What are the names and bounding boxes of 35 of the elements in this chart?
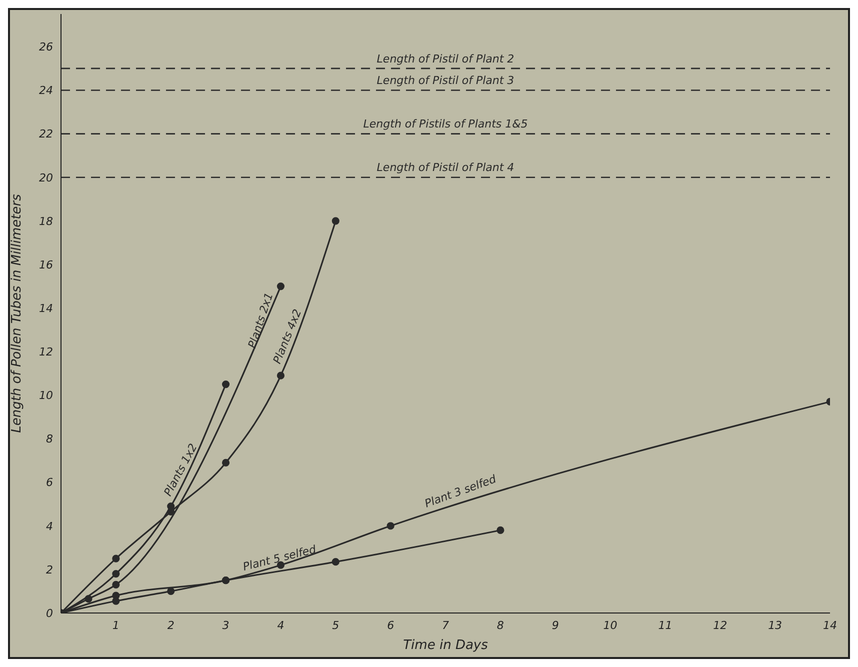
x-tick-label: 8 (496, 618, 504, 632)
y-tick-label: 6 (46, 476, 53, 490)
ref-line-label: Length of Pistil of Plant 4 (376, 161, 514, 174)
x-tick-label: 14 (823, 618, 837, 632)
y-tick-label: 12 (39, 346, 53, 359)
x-tick-label: 12 (713, 618, 728, 632)
x-axis-title: Time in Days (403, 638, 488, 653)
y-tick-label: 22 (39, 128, 53, 141)
y-tick-label: 20 (39, 171, 53, 184)
y-tick-label: 26 (39, 40, 53, 54)
x-tick-label: 9 (552, 618, 559, 632)
y-tick-label: 8 (46, 432, 53, 446)
x-tick-label: 4 (277, 618, 284, 632)
y-tick-label: 0 (46, 606, 53, 620)
y-tick-label: 18 (39, 214, 53, 228)
x-tick-label: 11 (658, 618, 672, 632)
y-tick-label: 2 (46, 563, 53, 576)
x-tick-label: 3 (222, 618, 230, 632)
text: Plant 5 selfed (242, 542, 318, 574)
x-tick-label: 2 (167, 618, 174, 632)
y-tick-label: 14 (39, 302, 53, 315)
y-tick-label: 16 (39, 258, 53, 272)
x-tick-label: 10 (603, 618, 618, 632)
ref-line-label: Length of Pistils of Plants 1&5 (363, 118, 528, 131)
x-tick-label: 6 (387, 618, 394, 632)
x-tick-label: 5 (332, 618, 340, 632)
x-tick-label: 13 (768, 618, 782, 632)
y-axis-title: Length of Pollen Tubes in Millimeters (10, 194, 25, 433)
ref-line-label: Length of Pistil of Plant 3 (376, 74, 514, 88)
ref-line-label: Length of Pistil of Plant 2 (376, 52, 514, 66)
y-tick-label: 24 (39, 84, 53, 98)
y-tick-label: 4 (46, 520, 53, 533)
x-tick-label: 1 (112, 618, 120, 632)
x-tick-label: 7 (442, 618, 449, 632)
y-tick-label: 10 (39, 389, 53, 402)
